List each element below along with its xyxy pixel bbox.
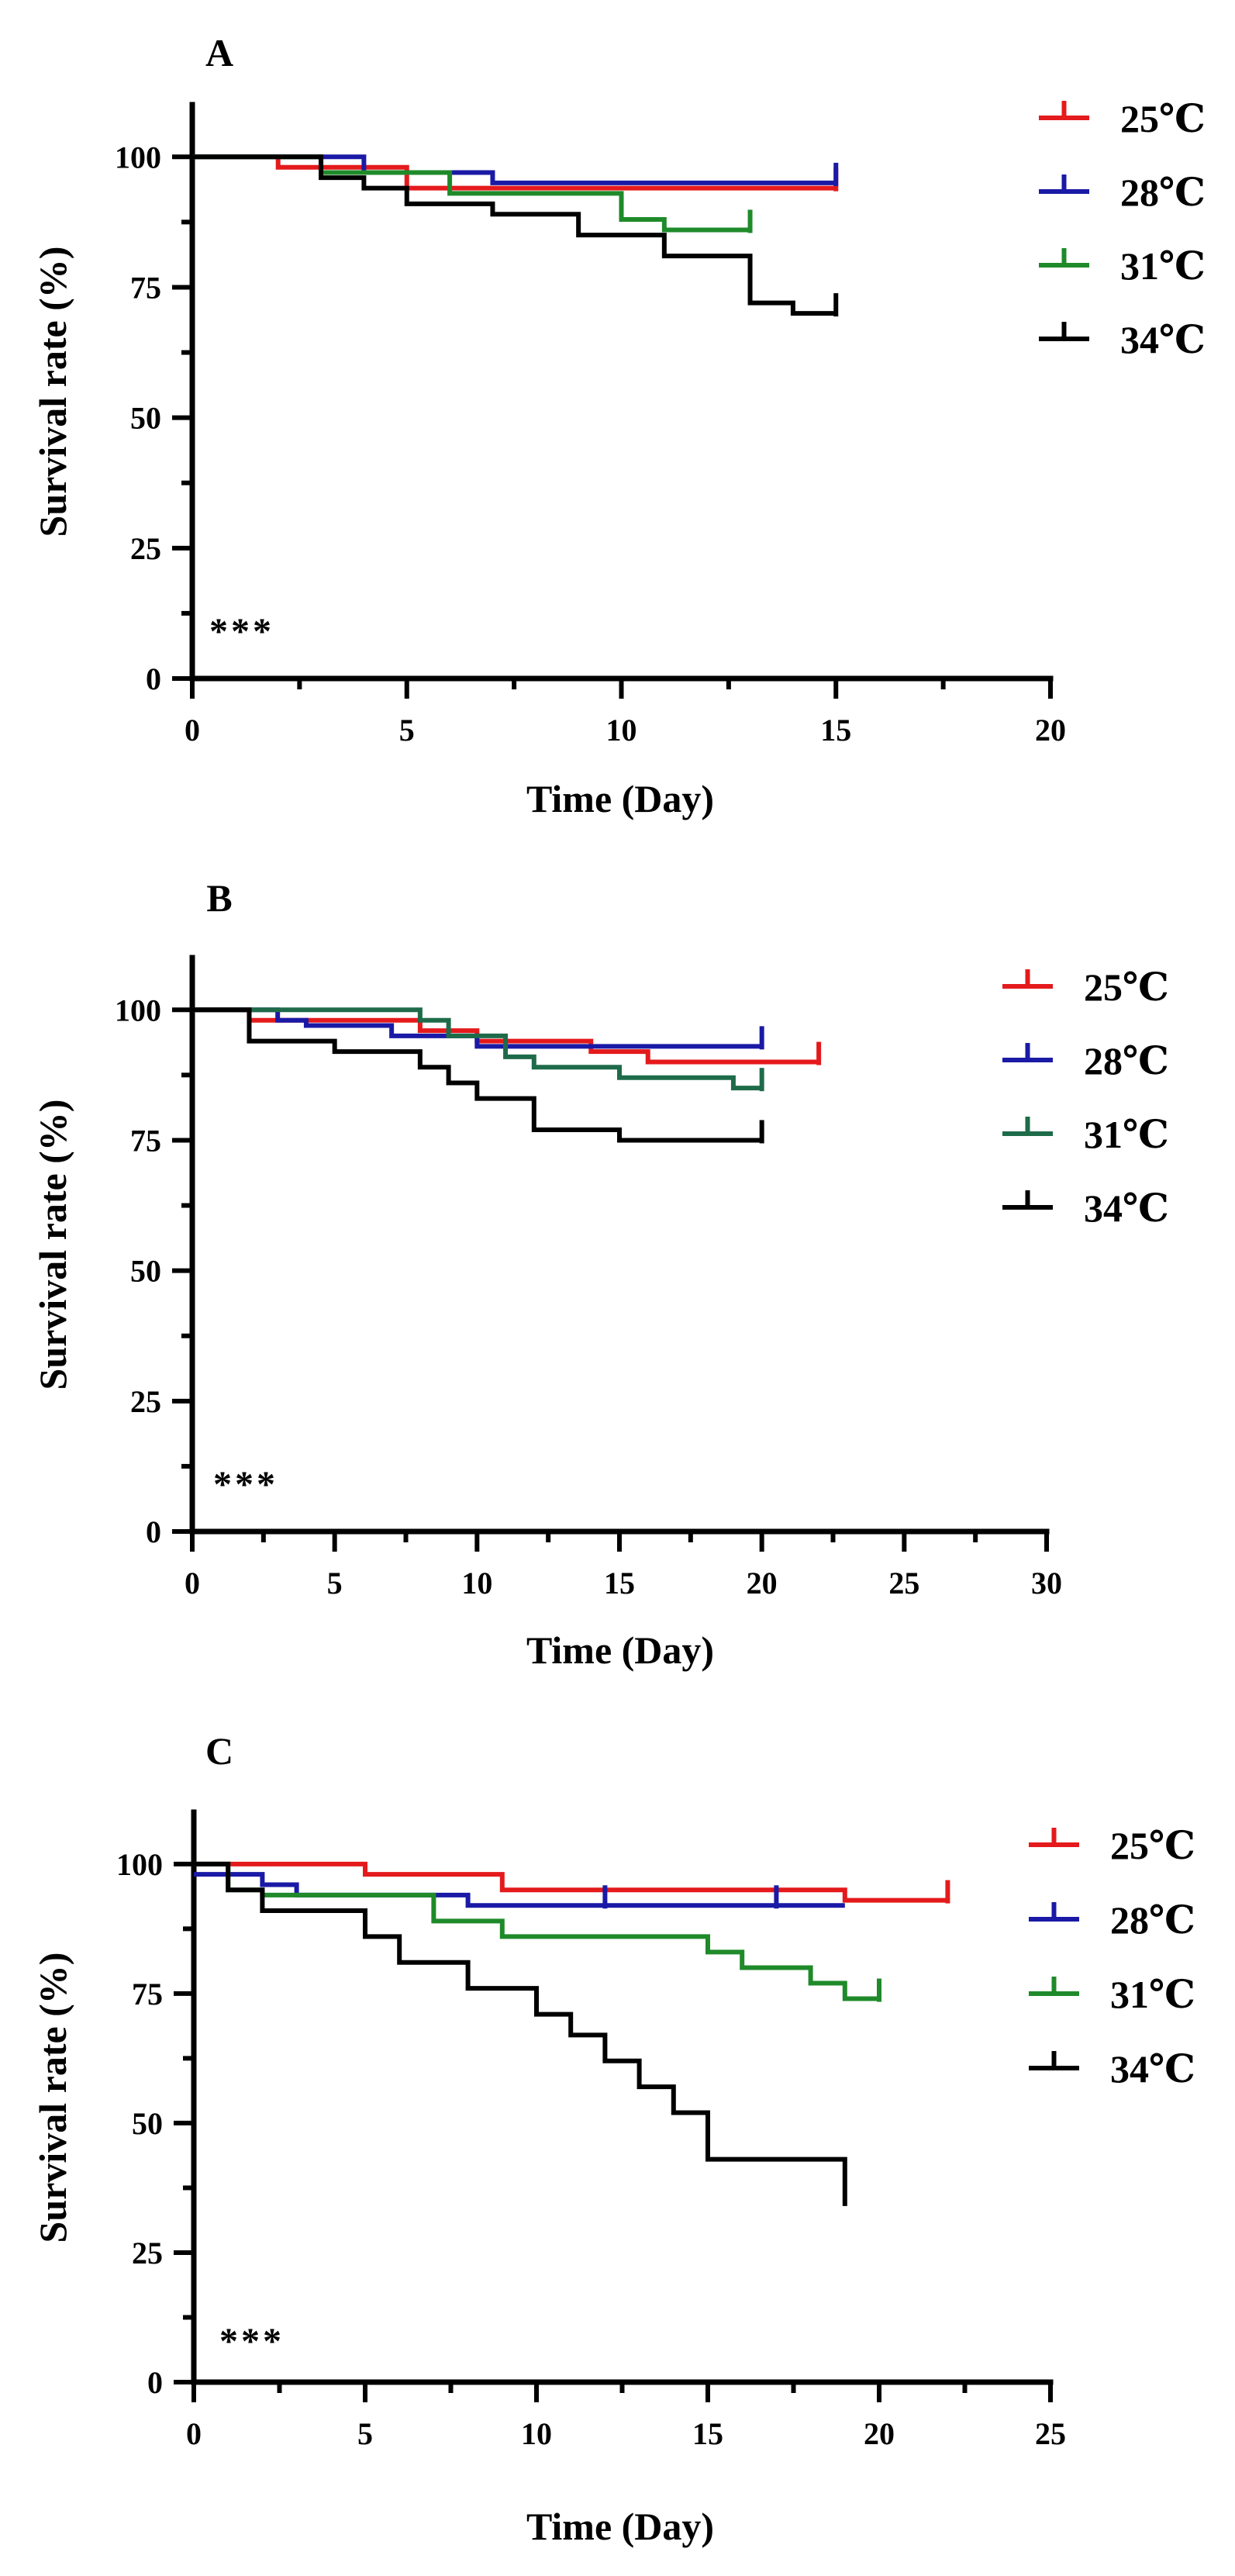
legend-label: 31℃: [1084, 1113, 1169, 1156]
legend-label: 31℃: [1120, 244, 1206, 288]
x-tick-label: 20: [747, 1566, 778, 1601]
y-tick-label: 100: [115, 140, 161, 174]
y-tick-label: 75: [130, 270, 161, 305]
y-axis-title: Survival rate (%): [31, 247, 74, 537]
survival-line-3: [192, 1007, 762, 1091]
y-tick-label: 100: [116, 1847, 163, 1882]
y-tick-label: 100: [115, 993, 161, 1027]
x-tick-label: 10: [521, 2416, 552, 2451]
panel-letter: B: [206, 876, 232, 920]
legend-label: 28℃: [1084, 1039, 1169, 1083]
y-tick-label: 0: [146, 1514, 161, 1549]
x-tick-label: 5: [327, 1566, 343, 1601]
survival-line-4: [192, 154, 837, 316]
y-tick-label: 0: [147, 2365, 163, 2400]
y-tick-label: 25: [130, 531, 161, 566]
x-tick-label: 10: [606, 713, 637, 748]
panel-letter: C: [205, 1729, 233, 1773]
x-tick-label: 20: [1035, 713, 1066, 748]
y-tick-label: 50: [130, 401, 161, 436]
legend-label: 31℃: [1110, 1973, 1195, 2016]
survival-line-2: [192, 154, 837, 185]
y-tick-label: 75: [130, 1123, 161, 1158]
y-tick-label: 50: [130, 1254, 161, 1289]
y-tick-label: 25: [130, 1384, 161, 1419]
x-tick-label: 5: [399, 713, 415, 748]
x-axis-title: Time (Day): [526, 777, 714, 820]
survival-line-2: [192, 1007, 762, 1049]
legend-label: 28℃: [1120, 171, 1206, 214]
significance-annotation: ***: [219, 2321, 285, 2362]
y-tick-label: 50: [132, 2106, 163, 2141]
significance-annotation: ***: [213, 1464, 278, 1505]
x-tick-label: 30: [1031, 1566, 1062, 1601]
survival-line-1: [194, 1861, 948, 1903]
legend-label: 28℃: [1110, 1898, 1195, 1942]
y-tick-label: 25: [132, 2236, 163, 2270]
survival-chart-a: A 0 25 50 75 100 0 5 10 15 20 Time (Day) Survival ra…: [31, 31, 1206, 820]
x-tick-label: 15: [604, 1566, 635, 1601]
legend-label: 25℃: [1084, 965, 1169, 1009]
y-tick-label: 0: [146, 661, 161, 696]
legend-label: 25℃: [1110, 1824, 1195, 1867]
significance-annotation: ***: [209, 611, 274, 652]
legend-label: 34℃: [1110, 2047, 1195, 2091]
x-tick-label: 25: [888, 1566, 919, 1601]
x-tick-label: 5: [357, 2416, 373, 2451]
panel-letter: A: [205, 31, 233, 74]
y-axis-title: Survival rate (%): [31, 1100, 74, 1390]
x-tick-label: 20: [864, 2416, 895, 2451]
x-tick-label: 0: [185, 713, 200, 748]
survival-chart-b: B 0 25 50 75 100 0 5 10 15 20 25 30 Time (Day) Surviva…: [31, 876, 1169, 1672]
y-axis-title: Survival rate (%): [31, 1953, 74, 2243]
x-tick-label: 0: [185, 1566, 200, 1601]
x-tick-label: 0: [186, 2416, 202, 2451]
legend-label: 25℃: [1120, 97, 1206, 140]
legend-label: 34℃: [1084, 1186, 1169, 1230]
survival-line-4: [192, 1007, 762, 1143]
x-axis-title: Time (Day): [526, 2505, 714, 2548]
x-axis-title: Time (Day): [526, 1628, 714, 1672]
y-tick-label: 75: [132, 1977, 163, 2011]
x-tick-label: 25: [1035, 2416, 1066, 2451]
x-tick-label: 10: [461, 1566, 492, 1601]
x-tick-label: 15: [820, 713, 851, 748]
x-tick-label: 15: [692, 2416, 723, 2451]
legend-label: 34℃: [1120, 318, 1206, 361]
survival-line-4: [194, 1861, 847, 2206]
survival-chart-c: C 0 25 50 75 100 0 5 10 15 20 25 Time (Day) Survival …: [31, 1729, 1195, 2548]
